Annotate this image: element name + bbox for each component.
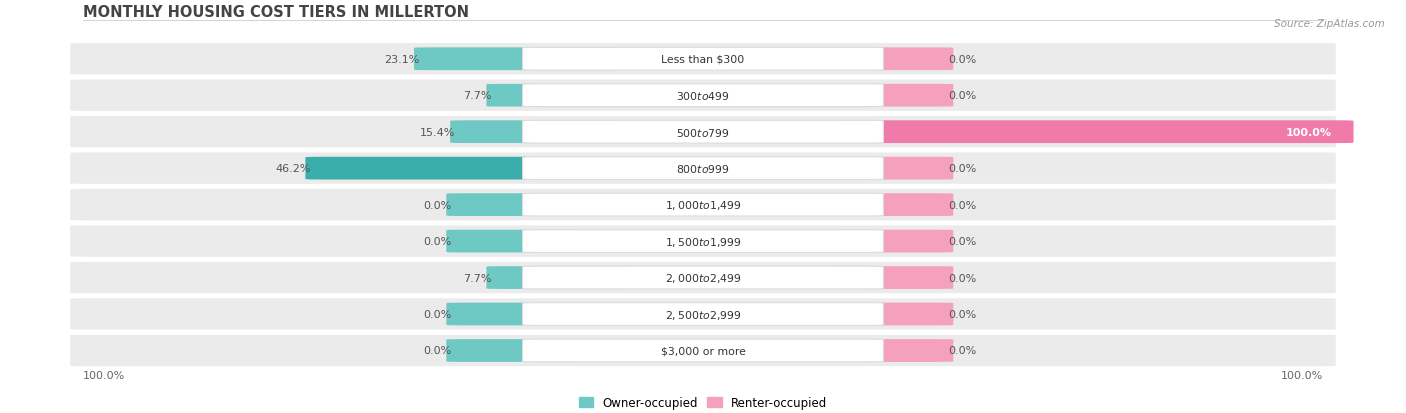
FancyBboxPatch shape — [486, 85, 630, 107]
Text: 0.0%: 0.0% — [423, 237, 451, 247]
Text: MONTHLY HOUSING COST TIERS IN MILLERTON: MONTHLY HOUSING COST TIERS IN MILLERTON — [83, 5, 470, 19]
Text: 15.4%: 15.4% — [420, 127, 456, 138]
FancyBboxPatch shape — [523, 121, 883, 144]
Text: 0.0%: 0.0% — [423, 200, 451, 210]
FancyBboxPatch shape — [70, 335, 1336, 366]
Text: $800 to $999: $800 to $999 — [676, 163, 730, 175]
Text: 7.7%: 7.7% — [463, 273, 492, 283]
FancyBboxPatch shape — [305, 157, 630, 180]
Text: $500 to $799: $500 to $799 — [676, 126, 730, 138]
Text: 23.1%: 23.1% — [384, 55, 419, 64]
Text: 0.0%: 0.0% — [948, 55, 977, 64]
FancyBboxPatch shape — [830, 121, 1354, 144]
Text: 100.0%: 100.0% — [1286, 127, 1331, 138]
Text: 7.7%: 7.7% — [463, 91, 492, 101]
Legend: Owner-occupied, Renter-occupied: Owner-occupied, Renter-occupied — [574, 392, 832, 413]
FancyBboxPatch shape — [830, 48, 953, 71]
FancyBboxPatch shape — [523, 194, 883, 216]
Text: $300 to $499: $300 to $499 — [676, 90, 730, 102]
FancyBboxPatch shape — [446, 230, 574, 253]
Text: $3,000 or more: $3,000 or more — [661, 346, 745, 356]
Text: 0.0%: 0.0% — [948, 346, 977, 356]
Text: $2,000 to $2,499: $2,000 to $2,499 — [665, 271, 741, 285]
FancyBboxPatch shape — [70, 117, 1336, 148]
FancyBboxPatch shape — [450, 121, 630, 144]
Text: 0.0%: 0.0% — [423, 346, 451, 356]
Text: 46.2%: 46.2% — [276, 164, 311, 174]
Text: 100.0%: 100.0% — [83, 370, 125, 380]
FancyBboxPatch shape — [70, 44, 1336, 75]
FancyBboxPatch shape — [830, 266, 953, 289]
FancyBboxPatch shape — [486, 266, 630, 289]
Text: $2,500 to $2,999: $2,500 to $2,999 — [665, 308, 741, 321]
FancyBboxPatch shape — [70, 153, 1336, 184]
Text: 0.0%: 0.0% — [948, 164, 977, 174]
FancyBboxPatch shape — [523, 48, 883, 71]
Text: 0.0%: 0.0% — [948, 200, 977, 210]
FancyBboxPatch shape — [446, 303, 574, 325]
FancyBboxPatch shape — [830, 85, 953, 107]
FancyBboxPatch shape — [70, 299, 1336, 330]
Text: $1,500 to $1,999: $1,500 to $1,999 — [665, 235, 741, 248]
FancyBboxPatch shape — [70, 262, 1336, 294]
FancyBboxPatch shape — [70, 190, 1336, 221]
Text: Less than $300: Less than $300 — [661, 55, 745, 64]
FancyBboxPatch shape — [830, 230, 953, 253]
FancyBboxPatch shape — [523, 85, 883, 107]
FancyBboxPatch shape — [523, 230, 883, 253]
Text: 0.0%: 0.0% — [948, 91, 977, 101]
FancyBboxPatch shape — [70, 226, 1336, 257]
Text: $1,000 to $1,499: $1,000 to $1,499 — [665, 199, 741, 211]
FancyBboxPatch shape — [830, 339, 953, 362]
FancyBboxPatch shape — [830, 303, 953, 325]
Text: 0.0%: 0.0% — [948, 273, 977, 283]
FancyBboxPatch shape — [523, 339, 883, 362]
Text: 0.0%: 0.0% — [948, 309, 977, 319]
Text: 0.0%: 0.0% — [423, 309, 451, 319]
Text: 0.0%: 0.0% — [948, 237, 977, 247]
FancyBboxPatch shape — [523, 157, 883, 180]
FancyBboxPatch shape — [523, 303, 883, 325]
Text: 100.0%: 100.0% — [1281, 370, 1323, 380]
FancyBboxPatch shape — [446, 339, 574, 362]
FancyBboxPatch shape — [70, 81, 1336, 112]
FancyBboxPatch shape — [446, 194, 574, 216]
FancyBboxPatch shape — [830, 157, 953, 180]
FancyBboxPatch shape — [830, 194, 953, 216]
FancyBboxPatch shape — [523, 266, 883, 289]
FancyBboxPatch shape — [413, 48, 630, 71]
Text: Source: ZipAtlas.com: Source: ZipAtlas.com — [1274, 19, 1385, 28]
